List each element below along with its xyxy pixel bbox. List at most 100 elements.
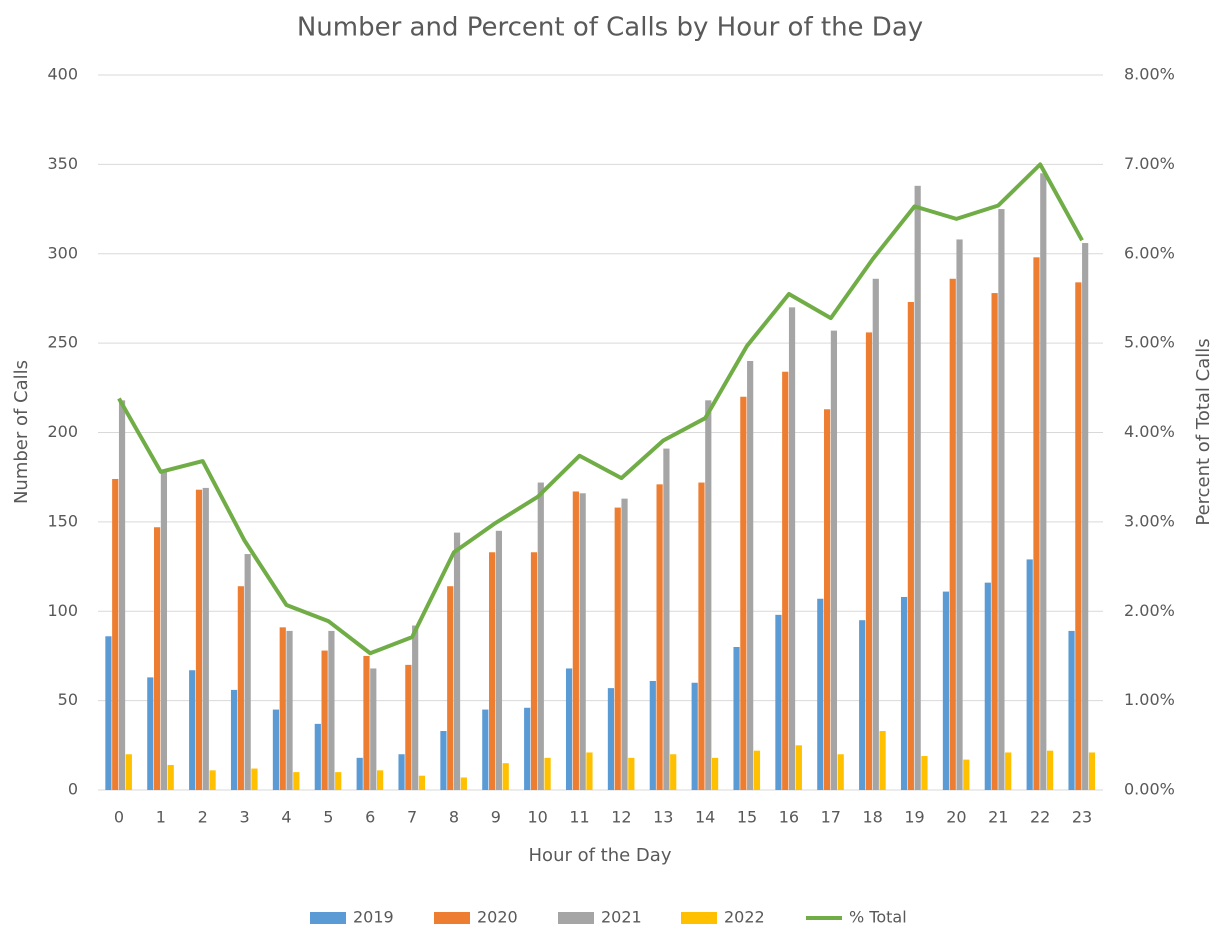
bar <box>733 647 740 790</box>
legend-label: 2019 <box>353 908 394 927</box>
bar <box>335 772 342 790</box>
bar <box>649 680 656 790</box>
bar <box>398 754 405 790</box>
y-tick-label: 400 <box>47 65 78 84</box>
bar <box>859 620 866 790</box>
bar <box>963 759 970 790</box>
legend-label: 2021 <box>601 908 642 927</box>
bar <box>830 330 838 790</box>
x-tick-label: 10 <box>528 808 548 827</box>
bar <box>795 745 802 790</box>
bar <box>565 668 573 790</box>
bar <box>530 552 538 790</box>
bar <box>621 498 628 790</box>
bar <box>118 400 126 790</box>
bar <box>956 239 963 790</box>
y2-tick-label: 3.00% <box>1124 511 1175 530</box>
y2-tick-label: 5.00% <box>1124 333 1175 352</box>
bar <box>1026 559 1033 790</box>
bar <box>460 777 467 790</box>
x-tick-label: 17 <box>821 808 841 827</box>
legend-swatch <box>310 912 346 924</box>
bar <box>112 478 119 790</box>
bar <box>230 689 238 790</box>
x-tick-label: 4 <box>281 808 291 827</box>
bar <box>272 709 280 790</box>
bar <box>125 754 132 790</box>
y-tick-label: 50 <box>58 690 78 709</box>
bar <box>495 530 503 790</box>
bar <box>1068 630 1075 790</box>
bar <box>907 302 914 790</box>
bar <box>865 332 873 790</box>
bar <box>356 757 363 790</box>
x-tick-label: 14 <box>695 808 715 827</box>
bar <box>1075 282 1082 790</box>
bar <box>524 707 531 790</box>
x-tick-label: 23 <box>1072 808 1092 827</box>
legend-swatch <box>558 912 594 924</box>
x-tick-label: 12 <box>611 808 631 827</box>
bar <box>314 723 321 790</box>
x-tick-label: 6 <box>365 808 375 827</box>
bar <box>775 614 782 790</box>
bar <box>376 770 384 790</box>
bar <box>328 630 335 790</box>
bar <box>998 209 1005 790</box>
y-tick-label: 300 <box>47 243 78 262</box>
y2-tick-label: 4.00% <box>1124 422 1175 441</box>
bar <box>824 409 831 790</box>
x-tick-label: 16 <box>779 808 799 827</box>
bar <box>544 757 551 790</box>
legend-swatch <box>681 912 717 924</box>
x-tick-label: 13 <box>653 808 673 827</box>
bar <box>656 484 663 790</box>
bar <box>817 598 824 790</box>
bar <box>991 293 998 790</box>
bar <box>363 655 370 790</box>
y2-tick-label: 0.00% <box>1124 780 1175 799</box>
bar <box>921 756 928 790</box>
bar <box>872 278 879 790</box>
bar <box>740 396 747 790</box>
x-tick-label: 22 <box>1030 808 1050 827</box>
bar <box>286 630 293 790</box>
bar <box>447 586 454 790</box>
y-tick-label: 350 <box>47 154 78 173</box>
x-tick-label: 8 <box>449 808 459 827</box>
bar <box>489 552 496 790</box>
bar <box>418 775 426 790</box>
bar <box>412 625 419 790</box>
y2-axis-label: Percent of Total Calls <box>1193 338 1214 525</box>
x-tick-label: 7 <box>407 808 417 827</box>
y2-tick-label: 1.00% <box>1124 690 1175 709</box>
bar <box>167 764 174 790</box>
bar <box>572 491 579 790</box>
x-tick-label: 9 <box>491 808 501 827</box>
bar <box>482 709 489 790</box>
bar <box>670 754 677 790</box>
y-tick-label: 250 <box>47 333 78 352</box>
y-tick-label: 150 <box>47 511 78 530</box>
bar <box>321 650 328 790</box>
bar <box>705 400 712 790</box>
bar <box>579 493 586 790</box>
bar <box>949 278 956 790</box>
bar <box>293 772 300 790</box>
bar <box>586 752 593 790</box>
bar <box>279 627 286 790</box>
bar <box>154 527 161 790</box>
legend-label: 2022 <box>724 908 765 927</box>
bar <box>663 448 670 790</box>
bar <box>747 361 754 790</box>
bar <box>1046 750 1054 790</box>
x-tick-label: 15 <box>737 808 757 827</box>
y2-tick-label: 2.00% <box>1124 601 1175 620</box>
x-axis-label: Hour of the Day <box>529 845 672 866</box>
bar <box>691 682 698 790</box>
bar <box>1088 752 1096 790</box>
x-tick-label: 1 <box>156 808 166 827</box>
x-tick-label: 3 <box>239 808 249 827</box>
